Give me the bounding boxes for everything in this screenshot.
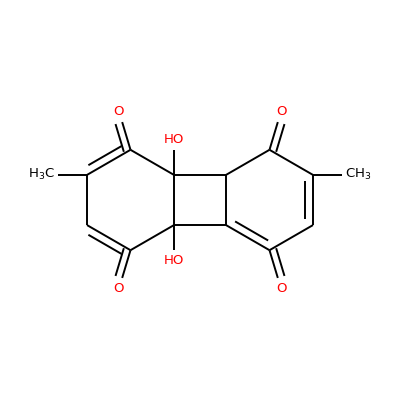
Text: CH$_3$: CH$_3$ bbox=[345, 167, 372, 182]
Text: H$_3$C: H$_3$C bbox=[28, 167, 55, 182]
Text: O: O bbox=[276, 105, 287, 118]
Text: HO: HO bbox=[164, 133, 184, 146]
Text: O: O bbox=[276, 282, 287, 295]
Text: O: O bbox=[113, 282, 124, 295]
Text: HO: HO bbox=[164, 254, 184, 267]
Text: O: O bbox=[113, 105, 124, 118]
